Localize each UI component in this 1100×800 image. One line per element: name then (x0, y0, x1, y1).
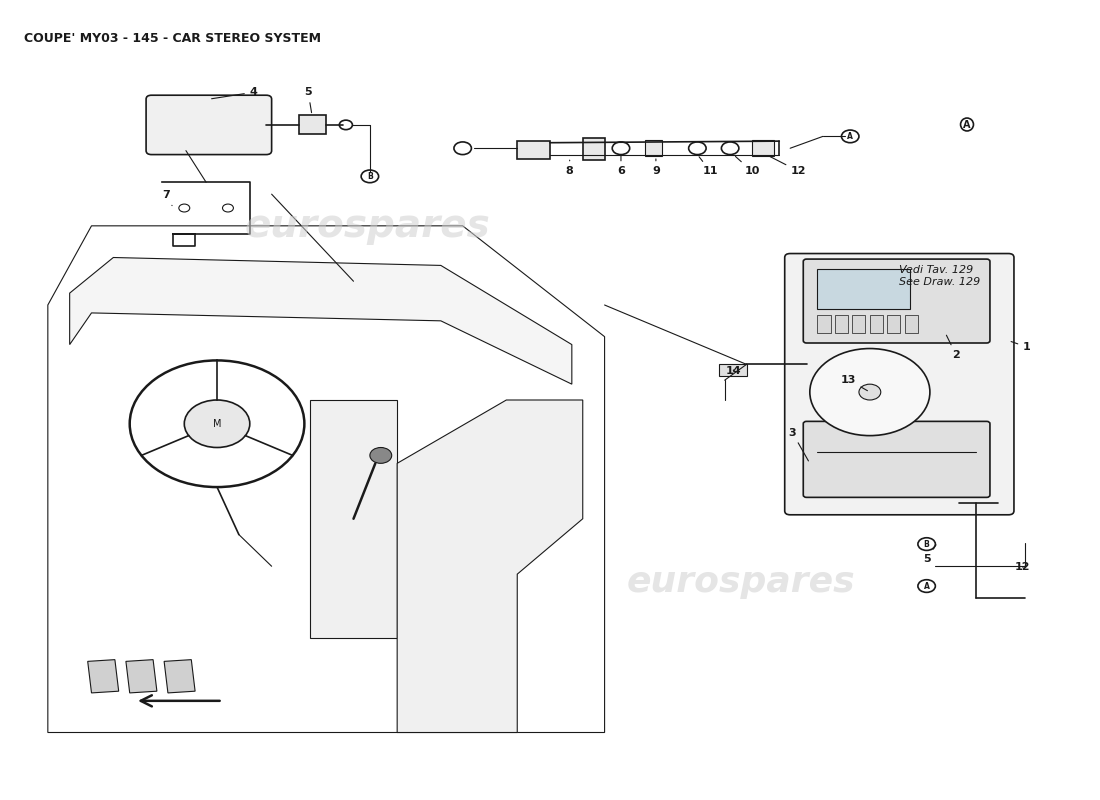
Bar (310, 400, 397, 638)
Circle shape (722, 142, 739, 154)
Text: 3: 3 (789, 428, 808, 461)
Circle shape (810, 349, 930, 436)
Circle shape (689, 142, 706, 154)
Text: 11: 11 (700, 157, 718, 176)
Circle shape (179, 204, 189, 212)
Text: A: A (924, 582, 930, 590)
Circle shape (842, 130, 859, 142)
FancyBboxPatch shape (803, 259, 990, 343)
Text: 5: 5 (305, 87, 312, 113)
Bar (817, 315, 830, 333)
Circle shape (859, 384, 881, 400)
Bar (888, 315, 901, 333)
Circle shape (454, 142, 472, 154)
Text: B: B (924, 539, 930, 549)
Circle shape (613, 142, 629, 154)
Bar (583, 138, 605, 160)
Bar (164, 660, 195, 693)
PathPatch shape (69, 258, 572, 384)
Text: Vedi Tav. 129
See Draw. 129: Vedi Tav. 129 See Draw. 129 (900, 266, 980, 287)
FancyBboxPatch shape (784, 254, 1014, 514)
FancyBboxPatch shape (803, 422, 990, 498)
Bar (905, 315, 917, 333)
Circle shape (222, 204, 233, 212)
Text: 14: 14 (726, 366, 741, 376)
Text: 5: 5 (923, 545, 936, 564)
Bar (817, 270, 910, 309)
Text: A: A (964, 119, 971, 130)
Text: 9: 9 (652, 159, 660, 176)
Bar (517, 141, 550, 158)
PathPatch shape (397, 400, 583, 733)
Text: A: A (847, 132, 854, 141)
Bar (752, 140, 773, 156)
Bar (299, 115, 327, 134)
Text: 4: 4 (211, 87, 257, 98)
Text: 10: 10 (736, 157, 760, 176)
Bar (125, 660, 157, 693)
Circle shape (339, 120, 352, 130)
Bar (870, 315, 883, 333)
Bar (88, 660, 119, 693)
Text: 12: 12 (769, 156, 806, 176)
Circle shape (361, 170, 378, 182)
Text: 1: 1 (1011, 342, 1031, 352)
Bar (835, 315, 848, 333)
Text: eurospares: eurospares (244, 207, 491, 245)
Text: 6: 6 (617, 156, 625, 176)
Bar (719, 364, 747, 376)
Bar (645, 140, 662, 156)
Text: 7: 7 (163, 190, 172, 206)
Text: COUPE' MY03 - 145 - CAR STEREO SYSTEM: COUPE' MY03 - 145 - CAR STEREO SYSTEM (24, 32, 321, 45)
Circle shape (185, 400, 250, 447)
Text: 8: 8 (565, 160, 573, 176)
Circle shape (917, 580, 935, 592)
Circle shape (370, 447, 392, 463)
FancyBboxPatch shape (146, 95, 272, 154)
Text: 13: 13 (840, 374, 868, 390)
Text: 12: 12 (1015, 562, 1031, 572)
Text: M: M (212, 418, 221, 429)
Circle shape (917, 538, 935, 550)
Text: B: B (367, 172, 373, 181)
Bar (852, 315, 866, 333)
Text: 2: 2 (946, 335, 960, 360)
Text: eurospares: eurospares (626, 565, 855, 599)
